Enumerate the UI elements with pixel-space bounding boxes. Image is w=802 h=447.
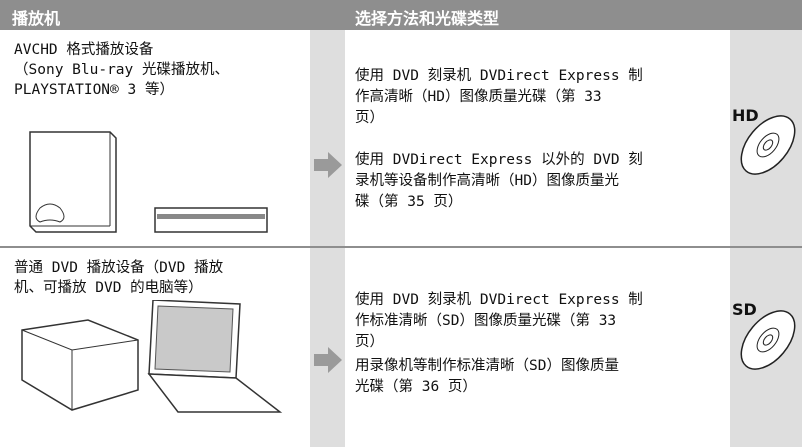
arrow-column xyxy=(310,30,345,246)
row-separator xyxy=(0,246,802,248)
arrow xyxy=(314,347,342,373)
disc-icon xyxy=(740,115,796,175)
method-text: 页） xyxy=(355,110,384,126)
arrow xyxy=(314,152,342,178)
method-text: 使用 DVDirect Express 以外的 DVD 刻 xyxy=(355,152,643,168)
method-text: 用录像机等制作标准清晰（SD）图像质量 xyxy=(355,358,619,374)
method-text: 页） xyxy=(355,334,384,350)
method-text: 使用 DVD 刻录机 DVDirect Express 制 xyxy=(355,68,643,84)
method-text: 作高清晰（HD）图像质量光碟（第 33 xyxy=(355,89,602,105)
player-text: 机、可播放 DVD 的电脑等） xyxy=(14,280,203,296)
player-illustration xyxy=(29,131,268,233)
header-cell: 播放机 xyxy=(12,9,61,28)
method-text: 光碟（第 36 页） xyxy=(355,379,477,395)
disc-label: SD xyxy=(732,300,757,319)
player-illustration xyxy=(21,300,283,413)
player-text: PLAYSTATION® 3 等） xyxy=(14,82,174,98)
player-text: 普通 DVD 播放设备（DVD 播放 xyxy=(14,260,224,276)
disc-label: HD xyxy=(732,106,759,125)
method-text: 使用 DVD 刻录机 DVDirect Express 制 xyxy=(355,292,643,308)
player-text: AVCHD 格式播放设备 xyxy=(14,42,154,58)
header-bar: 播放机 选择方法和光碟类型 xyxy=(0,0,802,30)
header-cell: 选择方法和光碟类型 xyxy=(355,9,500,28)
method-text: 录机等设备制作高清晰（HD）图像质量光 xyxy=(355,173,619,189)
method-text: 作标准清晰（SD）图像质量光碟（第 33 xyxy=(355,313,617,329)
disc-icon xyxy=(740,310,796,370)
arrow-column xyxy=(310,248,345,447)
player-text: （Sony Blu-ray 光碟播放机、 xyxy=(14,62,229,78)
method-text: 碟（第 35 页） xyxy=(355,194,463,210)
